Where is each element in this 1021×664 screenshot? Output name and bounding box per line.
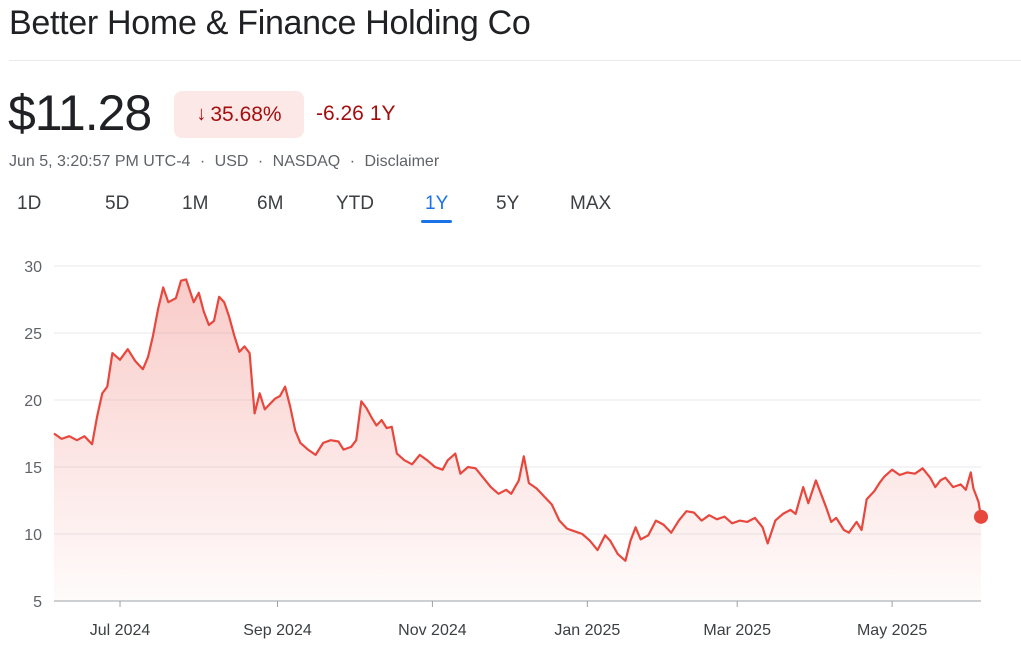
y-axis: 30 25 20 15 10 5	[24, 259, 42, 611]
change-value: -6.26	[316, 102, 364, 125]
y-tick-label: 25	[24, 326, 42, 343]
x-tick-label: May 2025	[857, 622, 927, 639]
y-tick-label: 15	[24, 460, 42, 477]
separator: ·	[349, 153, 356, 170]
tab-max[interactable]: MAX	[570, 193, 612, 214]
down-arrow-icon: ↓	[196, 103, 207, 125]
current-price-marker	[974, 509, 988, 524]
separator: ·	[199, 153, 206, 170]
price-chart[interactable]: 30 25 20 15 10 5 Jul 2024 Sep 2024 Nov 2024 Jan …	[0, 240, 1021, 664]
x-axis: Jul 2024 Sep 2024 Nov 2024 Jan 2025 Mar 2025…	[90, 601, 927, 639]
quote-meta: Jun 5, 3:20:57 PM UTC-4 · USD · NASDAQ ·…	[9, 153, 439, 171]
change-absolute: -6.26 1Y	[316, 102, 396, 126]
exchange: NASDAQ	[272, 153, 341, 170]
tab-5d[interactable]: 5D	[105, 193, 130, 214]
x-tick-label: Jan 2025	[554, 622, 620, 639]
tab-1y[interactable]: 1Y	[420, 193, 453, 223]
price-area	[54, 279, 981, 601]
change-percent: 35.68%	[210, 102, 282, 126]
current-price: $11.28	[8, 85, 152, 141]
x-tick-label: Mar 2025	[703, 622, 771, 639]
tab-1m[interactable]: 1M	[182, 193, 209, 214]
change-percent-badge: ↓ 35.68%	[174, 91, 304, 138]
page-title: Better Home & Finance Holding Co	[9, 4, 531, 42]
timestamp: Jun 5, 3:20:57 PM UTC-4	[9, 153, 191, 170]
x-tick-label: Sep 2024	[243, 622, 312, 639]
x-tick-label: Nov 2024	[398, 622, 467, 639]
y-tick-label: 10	[24, 527, 42, 544]
y-tick-label: 5	[33, 594, 42, 611]
tab-1d[interactable]: 1D	[17, 193, 42, 214]
tab-5y[interactable]: 5Y	[496, 193, 520, 214]
change-period: 1Y	[369, 102, 396, 125]
tab-6m[interactable]: 6M	[257, 193, 284, 214]
divider	[9, 60, 1021, 61]
separator: ·	[257, 153, 264, 170]
y-tick-label: 30	[24, 259, 42, 276]
tab-ytd[interactable]: YTD	[336, 193, 374, 214]
x-tick-label: Jul 2024	[90, 622, 151, 639]
price-line	[53, 278, 983, 562]
disclaimer-link[interactable]: Disclaimer	[364, 153, 440, 170]
currency: USD	[214, 153, 249, 170]
y-tick-label: 20	[24, 393, 42, 410]
